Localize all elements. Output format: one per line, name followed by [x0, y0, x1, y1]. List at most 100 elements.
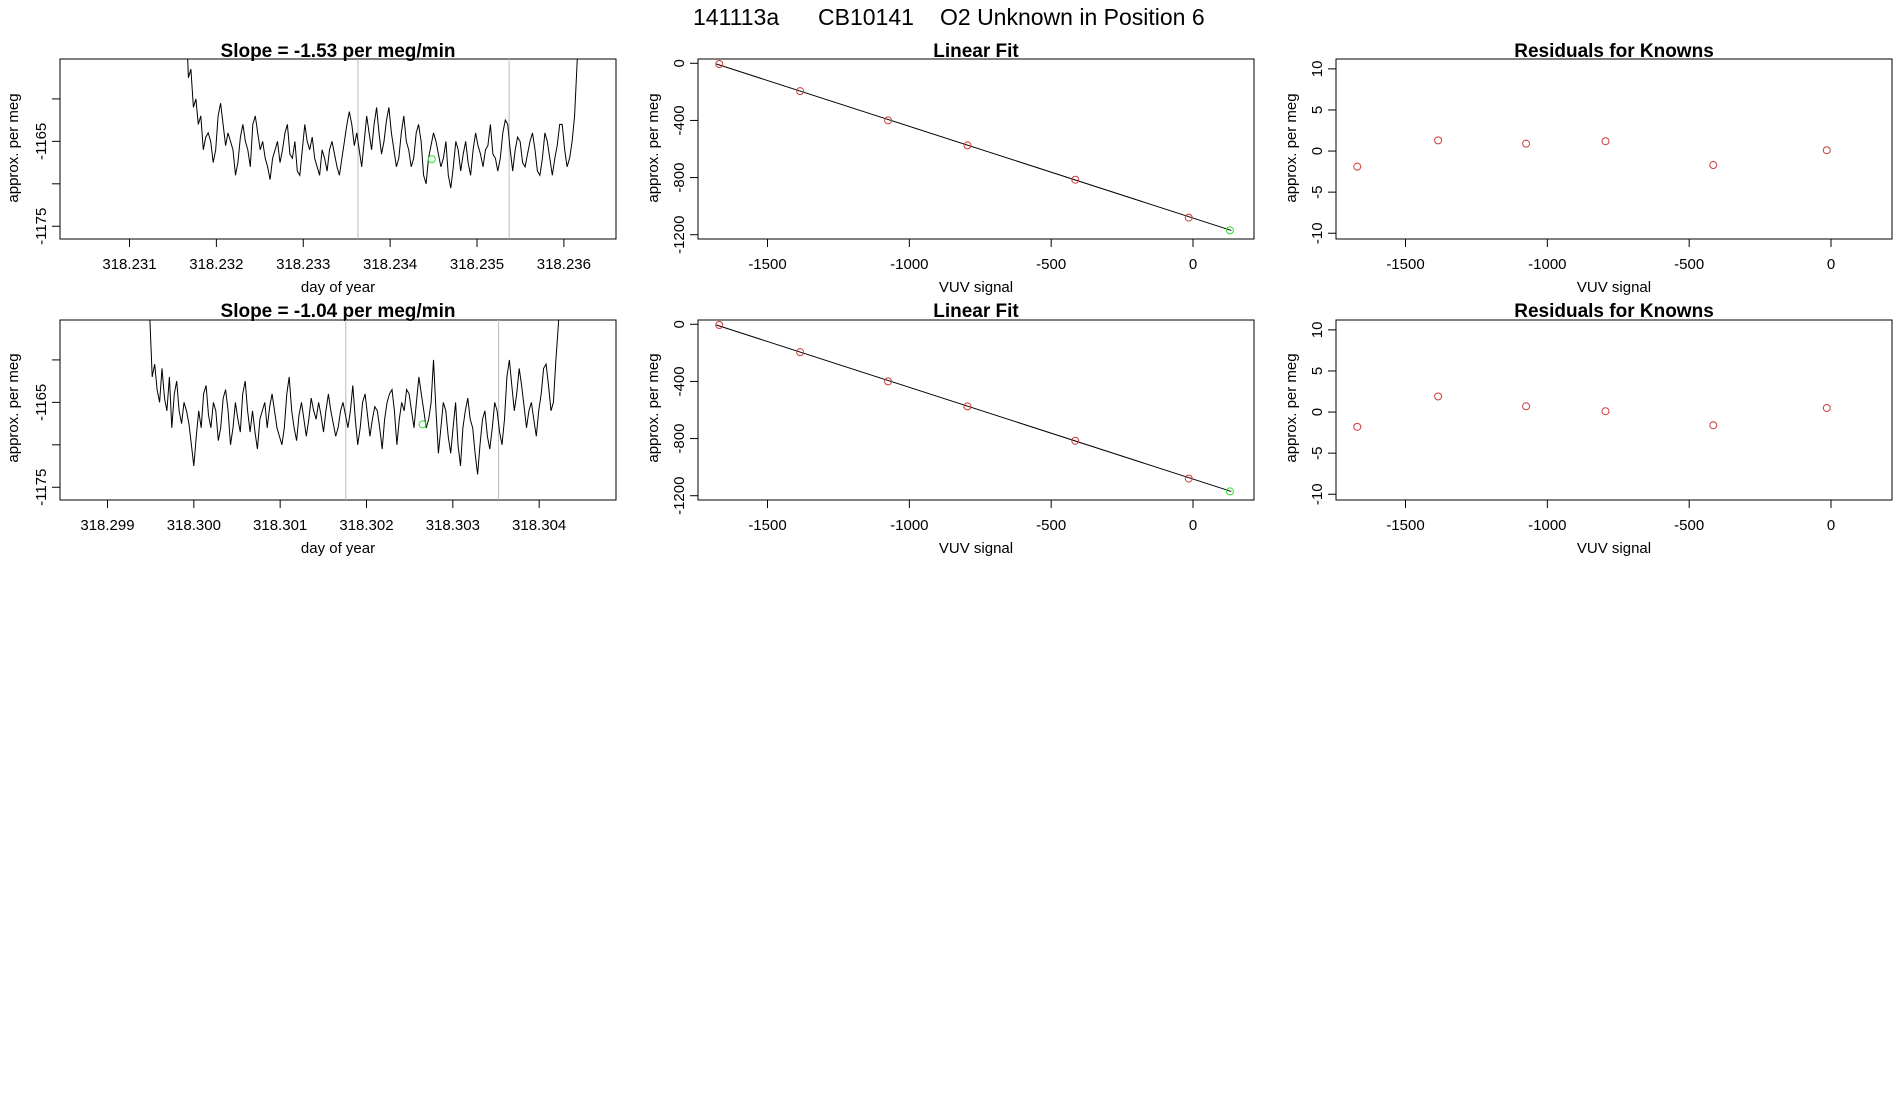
panel-title: Residuals for Knowns [1514, 41, 1714, 62]
y-tick-label: 0 [671, 320, 688, 328]
y-tick-label: -400 [671, 105, 688, 135]
y-tick-label: 0 [1309, 147, 1326, 155]
x-tick-label: -1500 [748, 517, 786, 534]
known-standard-point [1353, 422, 1362, 431]
known-standard-point [1709, 421, 1718, 430]
residuals-panel-1: Residuals for Knowns VUV signal approx. … [1283, 41, 1893, 296]
plot-frame [697, 58, 1255, 240]
known-standard-point [1184, 213, 1193, 222]
plot-area [149, 320, 560, 500]
x-tick-label: -500 [1674, 256, 1704, 273]
known-standard-point [1353, 162, 1362, 171]
known-standard-point [884, 377, 893, 386]
slope-timeseries-panel-1: Slope = -1.53 per meg/min day of year ap… [5, 41, 617, 296]
x-tick-label: 0 [1827, 517, 1835, 534]
x-tick-label: 318.302 [339, 517, 393, 534]
unknown-sample-point [1225, 487, 1234, 496]
plot-frame [59, 58, 617, 240]
y-tick-label: -10 [1309, 483, 1326, 505]
x-tick-label: 318.235 [450, 256, 504, 273]
known-standard-point [1434, 136, 1443, 145]
known-standard-point [1601, 407, 1610, 416]
x-tick-label: 318.232 [189, 256, 243, 273]
y-tick-label: -5 [1309, 185, 1326, 198]
known-standard-point [1434, 392, 1443, 401]
x-tick-label: -1000 [890, 517, 928, 534]
known-standard-point [796, 348, 805, 357]
y-axis-label: approx. per meg [1283, 353, 1300, 462]
known-standard-point [1601, 137, 1610, 146]
x-tick-label: 318.231 [102, 256, 156, 273]
signal-trace [187, 59, 578, 189]
y-tick-label: -1200 [671, 477, 688, 515]
x-axis-label: VUV signal [1577, 279, 1651, 296]
known-standard-point [1709, 161, 1718, 170]
x-tick-label: 0 [1189, 256, 1197, 273]
linear-fit-panel-2: Linear Fit VUV signal approx. per meg -1… [645, 301, 1255, 557]
plot-frame [1335, 319, 1893, 501]
plot-frame [1335, 58, 1893, 240]
y-tick-label: -10 [1309, 222, 1326, 244]
figure-tank-id: CB10141 [818, 4, 914, 30]
x-tick-label: 318.303 [426, 517, 480, 534]
panel-title: Linear Fit [933, 301, 1019, 322]
unknown-sample-point [418, 420, 427, 429]
y-tick-label: 10 [1309, 322, 1326, 339]
x-axis-label: VUV signal [939, 279, 1013, 296]
slope-timeseries-panel-2: Slope = -1.04 per meg/min day of year ap… [5, 301, 617, 557]
figure-description: O2 Unknown in Position 6 [940, 4, 1205, 30]
y-tick-label: -800 [671, 163, 688, 193]
y-tick-label: 5 [1309, 367, 1326, 375]
x-tick-label: -1000 [1528, 517, 1566, 534]
panel-title: Slope = -1.04 per meg/min [221, 301, 456, 322]
y-axis-label: approx. per meg [1283, 93, 1300, 202]
y-tick-label: -1200 [671, 216, 688, 254]
known-standard-point [1522, 139, 1531, 148]
known-standard-point [1184, 474, 1193, 483]
y-tick-label: 10 [1309, 61, 1326, 78]
known-standard-point [1822, 403, 1831, 412]
plot-area [1353, 136, 1831, 171]
panel-title: Slope = -1.53 per meg/min [221, 41, 456, 62]
y-axis-label: approx. per meg [5, 93, 22, 202]
residuals-panel-2: Residuals for Knowns VUV signal approx. … [1283, 301, 1893, 557]
unknown-sample-point [1225, 226, 1234, 235]
known-standard-point [1071, 436, 1080, 445]
x-axis-label: day of year [301, 279, 375, 296]
plot-area [1353, 392, 1831, 431]
plot-frame [59, 319, 617, 501]
y-tick-label: -5 [1309, 446, 1326, 459]
unknown-sample-point [427, 155, 436, 164]
x-tick-label: 318.300 [167, 517, 221, 534]
panel-title: Residuals for Knowns [1514, 301, 1714, 322]
known-standard-point [963, 141, 972, 150]
known-standard-point [715, 60, 724, 68]
y-tick-label: -400 [671, 366, 688, 396]
signal-trace [149, 320, 560, 475]
x-tick-label: 318.299 [80, 517, 134, 534]
figure-run-id: 141113a [693, 4, 779, 30]
fit-line [716, 324, 1232, 492]
x-tick-label: 318.233 [276, 256, 330, 273]
x-tick-label: -1500 [748, 256, 786, 273]
x-tick-label: 0 [1827, 256, 1835, 273]
fit-line [716, 63, 1232, 231]
plot-area [715, 321, 1234, 496]
y-tick-label: 0 [671, 59, 688, 67]
plot-area [187, 59, 578, 239]
x-tick-label: -1000 [890, 256, 928, 273]
x-tick-label: -1000 [1528, 256, 1566, 273]
y-tick-label: -1165 [33, 384, 50, 421]
known-standard-point [963, 402, 972, 411]
known-standard-point [884, 116, 893, 125]
known-standard-point [1071, 175, 1080, 184]
y-tick-label: -800 [671, 424, 688, 454]
y-tick-label: -1165 [33, 123, 50, 160]
linear-fit-panel-1: Linear Fit VUV signal approx. per meg -1… [645, 41, 1255, 296]
known-standard-point [715, 321, 724, 329]
x-tick-label: -500 [1674, 517, 1704, 534]
x-tick-label: -500 [1036, 256, 1066, 273]
x-tick-label: 318.301 [253, 517, 307, 534]
y-axis-label: approx. per meg [5, 353, 22, 462]
x-tick-label: 318.234 [363, 256, 417, 273]
